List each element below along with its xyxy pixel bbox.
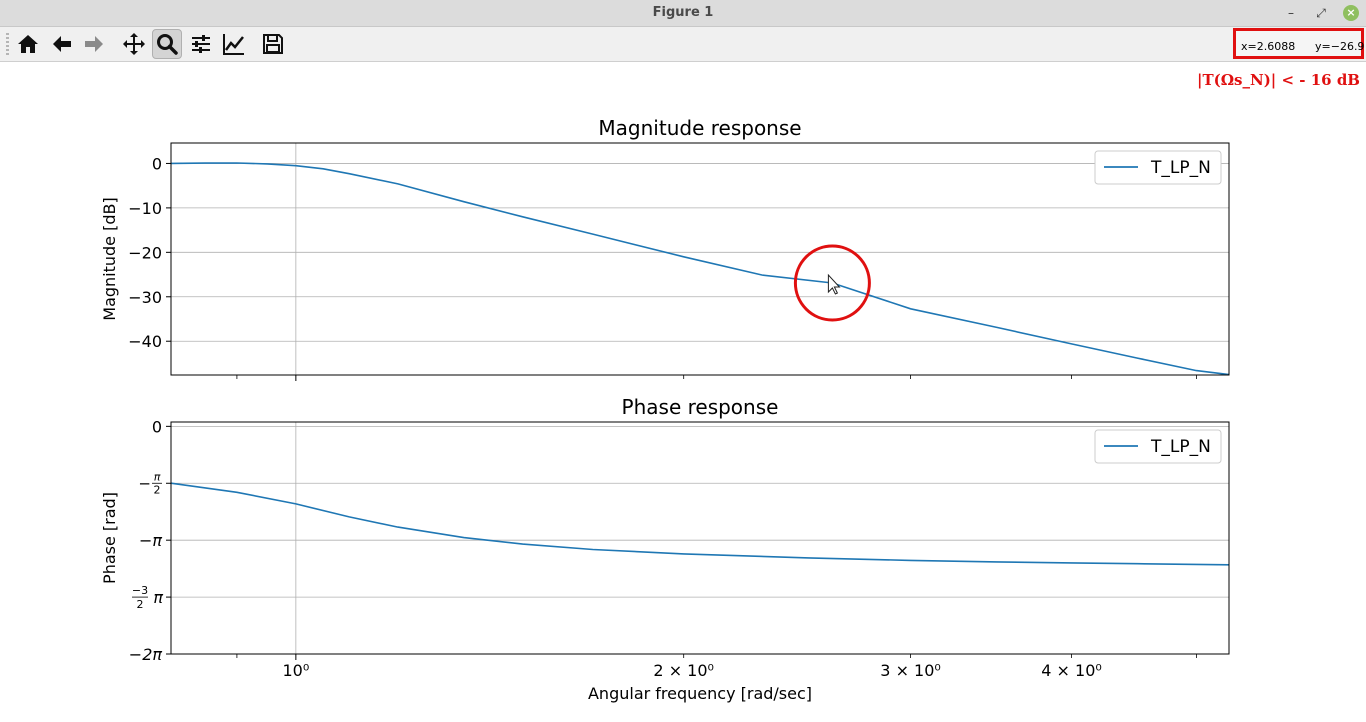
svg-text:2: 2 [137, 598, 144, 611]
y-axis-label: Magnitude [dB] [100, 197, 119, 320]
y-tick-label: −32 π [132, 584, 163, 611]
y-tick-label: −30 [128, 288, 162, 307]
home-button[interactable] [13, 29, 43, 59]
svg-text:−3: −3 [132, 584, 148, 597]
save-button[interactable] [258, 29, 288, 59]
configure-subplots-button[interactable] [186, 29, 216, 59]
y-tick-label: 0 [152, 417, 162, 436]
series-line [170, 482, 1230, 566]
y-tick-label: −20 [128, 243, 162, 262]
axes-title: Magnitude response [598, 116, 801, 140]
legend-label: T_LP_N [1150, 437, 1211, 457]
x-tick-label: 3 × 10⁰ [880, 661, 941, 680]
arrow-right-icon [85, 36, 103, 52]
edit-axis-button[interactable] [219, 29, 249, 59]
cursor-coordinates: x=2.6088 y=−26.9 [1233, 28, 1364, 59]
highlight-circle [793, 244, 871, 322]
y-tick-label: −10 [128, 199, 162, 218]
axes-frame [170, 142, 1230, 376]
navigation-toolbar: x=2.6088 y=−26.9 [0, 27, 1366, 62]
forward-button[interactable] [79, 29, 109, 59]
svg-text:2: 2 [154, 483, 161, 496]
x-axis-label: Angular frequency [rad/sec] [588, 684, 812, 703]
close-icon[interactable]: × [1343, 5, 1359, 21]
pan-button[interactable] [119, 29, 149, 59]
window-titlebar: Figure 1 – ⤢ × [0, 0, 1366, 27]
floppy-disk-icon [263, 34, 283, 54]
figure-canvas[interactable]: Magnitude response0−10−20−30−40Magnitude… [0, 62, 1366, 722]
toolbar-grip-icon[interactable] [6, 33, 9, 55]
x-tick-label: 4 × 10⁰ [1041, 661, 1102, 680]
back-button[interactable] [47, 29, 77, 59]
coord-y: y=−26.9 [1315, 40, 1365, 53]
y-tick-label: −40 [128, 332, 162, 351]
zoom-button[interactable] [152, 29, 182, 59]
minimize-icon[interactable]: – [1288, 6, 1294, 20]
svg-text:−: − [138, 474, 151, 492]
sliders-icon [192, 35, 210, 53]
svg-text:π: π [154, 470, 161, 483]
series-line [170, 162, 1230, 376]
coord-x: x=2.6088 [1241, 40, 1296, 53]
move-icon [123, 33, 145, 55]
stopband-annotation: |T(Ωs_N)| < - 16 dB [1196, 71, 1360, 89]
legend-label: T_LP_N [1150, 158, 1211, 178]
mouse-cursor-icon [827, 273, 841, 295]
axes-frame [170, 421, 1230, 655]
maximize-icon[interactable]: ⤢ [1316, 6, 1326, 20]
x-tick-label: 2 × 10⁰ [653, 661, 714, 680]
legend-box [1094, 429, 1222, 464]
x-tick-label: 10⁰ [282, 661, 309, 680]
home-icon [18, 35, 38, 53]
svg-text:π: π [153, 588, 163, 607]
arrow-left-icon [53, 36, 71, 52]
magnifier-icon [157, 34, 178, 55]
y-tick-label: −π [139, 531, 162, 550]
window-title: Figure 1 [652, 5, 714, 20]
y-tick-label: − π2 [138, 470, 162, 496]
legend-box [1094, 150, 1222, 185]
y-axis-label: Phase [rad] [100, 492, 119, 584]
y-tick-label: 0 [152, 154, 162, 173]
line-chart-icon [223, 34, 244, 55]
axes-title: Phase response [622, 395, 779, 419]
y-tick-label: −2π [129, 645, 163, 664]
